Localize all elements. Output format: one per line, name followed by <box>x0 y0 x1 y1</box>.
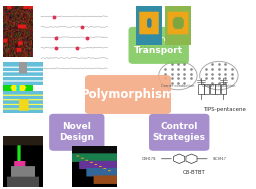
Bar <box>204 84 209 94</box>
Text: Charge
Transport: Charge Transport <box>134 35 183 55</box>
Text: $\mathsf{SC_8H_{17}}$: $\mathsf{SC_8H_{17}}$ <box>212 155 228 163</box>
FancyBboxPatch shape <box>149 114 209 151</box>
FancyBboxPatch shape <box>49 114 104 151</box>
Text: C8-BTBT: C8-BTBT <box>183 170 206 175</box>
Text: α Form: α Form <box>169 46 184 50</box>
Text: $\mathsf{C_8H_{17}S}$: $\mathsf{C_8H_{17}S}$ <box>141 155 156 163</box>
Text: Carrier conduction: Carrier conduction <box>161 84 195 88</box>
Bar <box>210 84 215 94</box>
Text: β Form: β Form <box>140 46 154 50</box>
Circle shape <box>159 61 197 90</box>
Text: Polymorphism: Polymorphism <box>81 88 175 101</box>
Circle shape <box>200 61 238 90</box>
Bar <box>221 84 226 94</box>
Text: TIPS-pentacene: TIPS-pentacene <box>202 107 246 112</box>
Text: Carrier conduction: Carrier conduction <box>202 84 236 88</box>
Bar <box>198 84 204 94</box>
Text: Control
Strategies: Control Strategies <box>153 122 206 142</box>
Text: Novel
Design: Novel Design <box>59 122 94 142</box>
FancyBboxPatch shape <box>85 75 171 114</box>
Bar <box>215 84 220 94</box>
FancyBboxPatch shape <box>129 27 189 64</box>
